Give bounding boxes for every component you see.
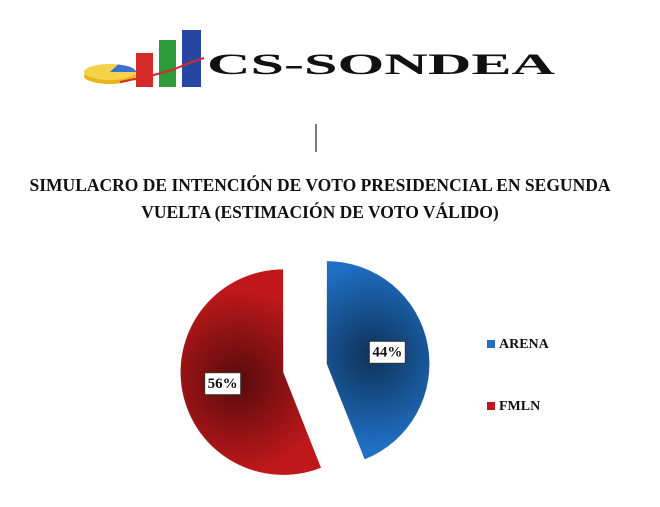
data-label-box	[204, 372, 242, 396]
pie-chart: 44% ARENA 56% FMLN	[180, 260, 550, 476]
legend-label: FMLN	[499, 399, 540, 414]
legend-label: ARENA	[499, 337, 550, 352]
chart-title: SIMULACRO DE INTENCIÓN DE VOTO PRESIDENC…	[29, 175, 611, 222]
data-label-box	[368, 340, 406, 364]
logo-text: CS-SONDEA	[207, 48, 556, 81]
logo-graphic	[84, 30, 205, 87]
slice-shade	[180, 269, 322, 476]
data-label: 56%	[208, 376, 238, 392]
legend-swatch	[487, 340, 495, 348]
legend-swatch	[487, 402, 495, 410]
data-label: 44%	[372, 345, 402, 361]
